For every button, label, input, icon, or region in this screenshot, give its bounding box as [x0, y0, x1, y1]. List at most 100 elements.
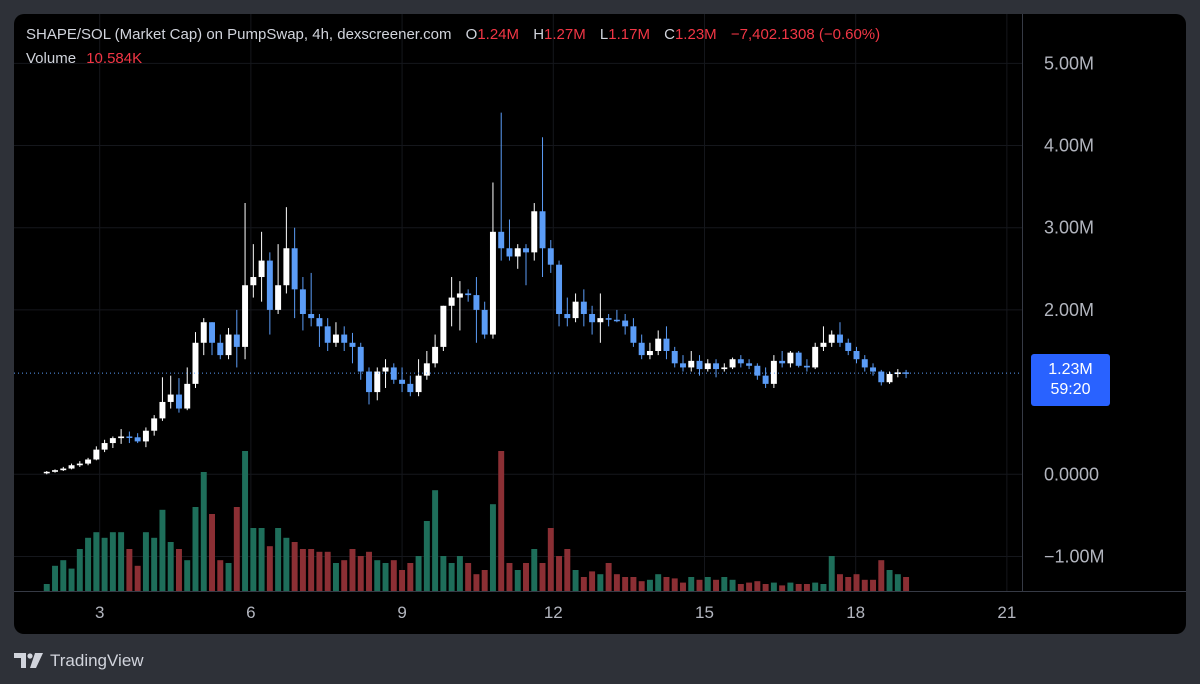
- volume-bar: [68, 568, 75, 591]
- last-price-tag: 1.23M 59:20: [1031, 354, 1110, 406]
- volume-layer: [43, 451, 910, 591]
- volume-bar: [85, 537, 92, 591]
- candle-body: [704, 363, 711, 370]
- candle-body: [779, 360, 786, 364]
- candle-body: [184, 383, 191, 409]
- candle-body: [68, 465, 75, 469]
- axis-layer: 5.00M 4.00M 3.00M 2.00M 0.0000 −1.00M 3 6 9 12 15 1…: [14, 14, 1186, 622]
- candle-body: [324, 326, 331, 343]
- candle-body: [812, 346, 819, 368]
- volume-bar: [622, 577, 629, 591]
- candle-body: [407, 383, 414, 393]
- volume-bar: [713, 579, 720, 591]
- volume-bar: [787, 582, 794, 591]
- price-tick-label: −1.00M: [1044, 546, 1105, 566]
- chart-panel[interactable]: 5.00M 4.00M 3.00M 2.00M 0.0000 −1.00M 3 6 9 12 15 1…: [14, 14, 1186, 634]
- volume-bar: [167, 542, 174, 591]
- symbol-title[interactable]: SHAPE/SOL (Market Cap) on PumpSwap, 4h, …: [26, 26, 452, 43]
- volume-bar: [779, 585, 786, 591]
- price-tick-label: 4.00M: [1044, 136, 1094, 156]
- volume-bar: [754, 581, 761, 591]
- candle-body: [572, 301, 579, 319]
- candle-body: [680, 363, 686, 368]
- candle-body: [233, 334, 240, 347]
- price-tick-label: 3.00M: [1044, 218, 1094, 238]
- candle-body: [76, 463, 83, 466]
- volume-bar: [423, 521, 430, 591]
- volume-bar: [465, 563, 472, 591]
- candle-body: [209, 322, 215, 343]
- time-tick-label: 3: [95, 603, 104, 622]
- candle-body: [299, 289, 306, 315]
- volume-bar: [109, 532, 116, 591]
- candle-body: [60, 468, 67, 471]
- volume-value: 10.584K: [86, 50, 143, 67]
- candle-body: [861, 359, 868, 368]
- volume-bar: [861, 579, 868, 591]
- candle-body: [374, 371, 381, 393]
- volume-bar: [812, 582, 819, 591]
- candle-body: [473, 295, 480, 310]
- candle-body: [803, 365, 810, 368]
- price-tick-label: 0.0000: [1044, 464, 1099, 484]
- volume-bar: [316, 551, 323, 591]
- candle-body: [118, 436, 125, 439]
- volume-bar: [506, 563, 513, 591]
- candle-body: [837, 334, 843, 343]
- candle-body: [151, 418, 158, 431]
- volume-bar: [564, 549, 571, 591]
- volume-bar: [407, 563, 414, 591]
- candle-body: [737, 359, 744, 364]
- volume-bar: [688, 577, 695, 591]
- volume-bar: [556, 556, 563, 591]
- candle-body: [481, 309, 488, 335]
- volume-bar: [76, 549, 83, 591]
- candle-body: [498, 231, 505, 249]
- candle-body: [134, 437, 141, 442]
- volume-bar: [142, 532, 149, 591]
- open-value: 1.24M: [477, 26, 520, 43]
- candle-body: [713, 363, 720, 370]
- brand-name: TradingView: [50, 651, 144, 670]
- candle-body: [547, 248, 554, 265]
- candle-body: [167, 394, 174, 402]
- candle-body: [613, 319, 620, 322]
- volume-bar: [382, 563, 389, 591]
- candle-body: [432, 346, 439, 364]
- candle-body: [390, 367, 397, 380]
- candle-body: [762, 375, 769, 384]
- volume-bar: [680, 582, 686, 591]
- volume-label[interactable]: Volume: [26, 50, 77, 67]
- volume-bar: [266, 546, 273, 591]
- time-tick-label: 18: [846, 603, 865, 622]
- close-value: 1.23M: [674, 26, 717, 43]
- candle-body: [465, 293, 472, 296]
- candle-body: [597, 318, 604, 323]
- time-tick-label: 6: [246, 603, 255, 622]
- volume-bar: [820, 584, 827, 591]
- chart-canvas[interactable]: 5.00M 4.00M 3.00M 2.00M 0.0000 −1.00M 3 6 9 12 15 1…: [14, 14, 1186, 634]
- volume-bar: [498, 451, 505, 591]
- volume-bar: [357, 556, 364, 591]
- volume-bar: [217, 560, 224, 591]
- volume-bar: [134, 565, 141, 591]
- candle-body: [399, 379, 406, 384]
- volume-bar: [159, 509, 166, 591]
- candle-body: [52, 470, 58, 472]
- volume-bar: [870, 579, 877, 591]
- candle-body: [456, 293, 463, 298]
- volume-bar: [308, 549, 315, 591]
- volume-bar: [126, 549, 133, 591]
- volume-bar: [531, 549, 538, 591]
- candle-body: [894, 372, 901, 375]
- volume-bar: [845, 577, 852, 591]
- volume-bar: [770, 582, 777, 591]
- candle-body: [688, 360, 695, 368]
- candle-body: [845, 342, 852, 351]
- change-value: −7,402.1308 (−0.60%): [730, 26, 881, 43]
- grid-layer: [14, 14, 1022, 591]
- candle-body: [589, 314, 596, 323]
- footer[interactable]: TradingView: [14, 648, 144, 674]
- candle-body: [415, 375, 422, 393]
- volume-bar: [456, 556, 463, 591]
